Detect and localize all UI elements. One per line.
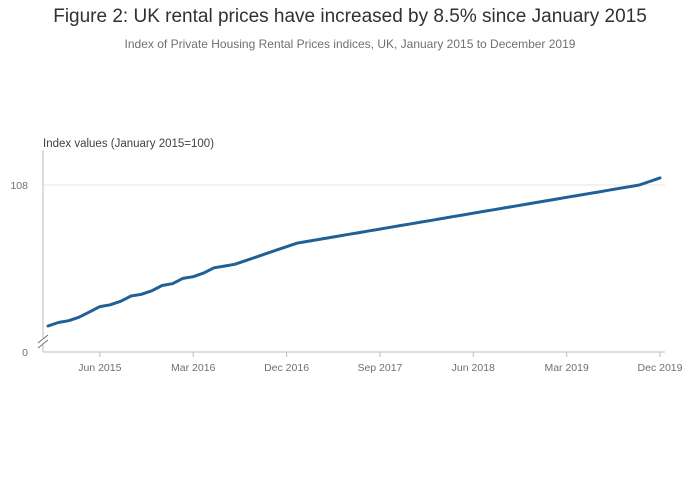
data-point[interactable] [469,209,477,217]
x-tick-label: Dec 2016 [264,362,309,374]
data-point[interactable] [75,313,83,321]
data-point[interactable] [625,183,633,191]
data-point[interactable] [189,273,197,281]
data-point[interactable] [314,236,322,244]
data-point[interactable] [366,227,374,235]
data-point[interactable] [251,253,259,261]
data-point[interactable] [334,232,342,240]
data-point[interactable] [573,192,581,200]
data-point[interactable] [459,211,467,219]
data-point[interactable] [117,297,125,305]
data-point[interactable] [148,287,156,295]
data-point[interactable] [262,250,270,258]
data-point[interactable] [376,225,384,233]
data-point[interactable] [127,292,135,300]
data-point[interactable] [417,218,425,226]
y-tick-label: 0 [22,347,28,359]
chart-subtitle: Index of Private Housing Rental Prices i… [124,37,576,51]
data-point[interactable] [646,177,654,185]
data-point[interactable] [158,281,166,289]
chart-title: Figure 2: UK rental prices have increase… [53,6,647,27]
data-point[interactable] [542,197,550,205]
data-point[interactable] [438,214,446,222]
data-point[interactable] [345,230,353,238]
data-point[interactable] [44,322,52,330]
x-tick-label: Dec 2019 [638,362,683,374]
data-point[interactable] [594,188,602,196]
data-point[interactable] [449,213,457,221]
x-tick-label: Sep 2017 [357,362,402,374]
data-point[interactable] [106,301,114,309]
data-point[interactable] [200,269,208,277]
series-line [46,176,662,328]
data-point[interactable] [137,290,145,298]
x-tick-label: Mar 2019 [544,362,589,374]
x-tick-label: Jun 2018 [452,362,495,374]
data-point[interactable] [179,274,187,282]
data-point[interactable] [241,257,249,265]
data-point[interactable] [532,199,540,207]
y-axis-label: Index values (January 2015=100) [43,138,214,150]
data-point[interactable] [54,318,62,326]
tick-labels: 0 108 Index values (January 2015=100) Jun 2… [10,138,682,374]
axis-break-mark [37,334,49,344]
data-point[interactable] [604,186,612,194]
data-point[interactable] [293,239,301,247]
axes [37,150,665,357]
series-layer [44,174,664,330]
data-point[interactable] [283,243,291,251]
data-point[interactable] [210,264,218,272]
data-point[interactable] [168,280,176,288]
data-point[interactable] [231,260,239,268]
data-point[interactable] [490,206,498,214]
data-point[interactable] [656,174,664,182]
y-tick-label: 108 [10,180,28,192]
data-point[interactable] [428,216,436,224]
data-point[interactable] [635,181,643,189]
data-point[interactable] [480,207,488,215]
data-point[interactable] [615,185,623,193]
data-point[interactable] [500,204,508,212]
data-point[interactable] [96,303,104,311]
data-point[interactable] [220,262,228,270]
data-point[interactable] [397,222,405,230]
data-point[interactable] [65,317,73,325]
axis-break-mark [37,339,49,349]
data-point[interactable] [563,193,571,201]
data-point[interactable] [511,202,519,210]
data-point[interactable] [407,220,415,228]
data-point[interactable] [303,237,311,245]
data-point[interactable] [521,200,529,208]
data-point[interactable] [583,190,591,198]
data-point[interactable] [355,229,363,237]
data-point[interactable] [272,246,280,254]
data-point[interactable] [386,223,394,231]
x-tick-label: Jun 2015 [78,362,121,374]
data-point[interactable] [324,234,332,242]
data-point[interactable] [552,195,560,203]
x-tick-label: Mar 2016 [171,362,216,374]
data-point[interactable] [85,308,93,316]
